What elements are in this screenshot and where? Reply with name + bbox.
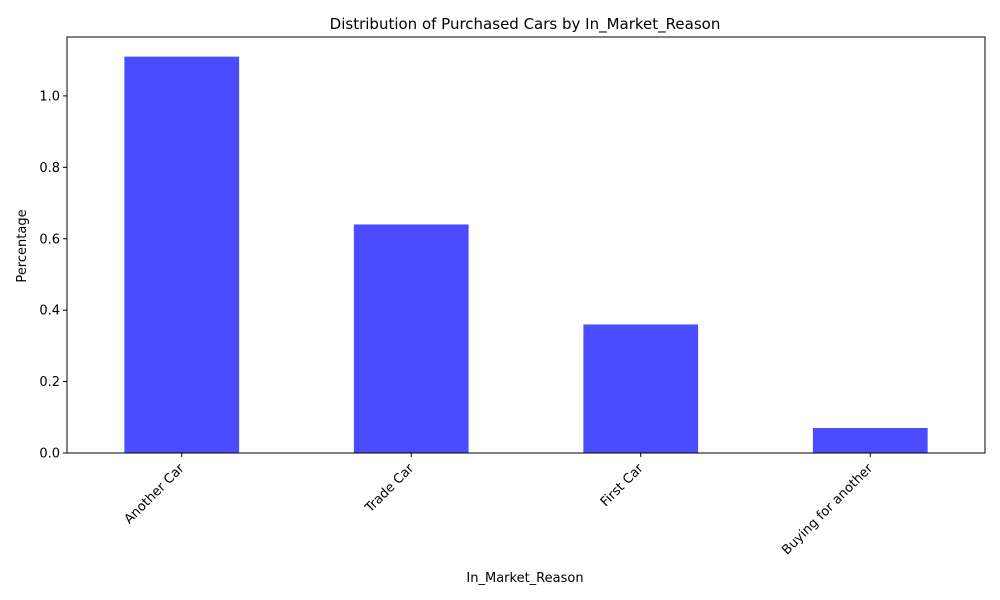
- y-tick-label: 0.0: [39, 447, 60, 462]
- x-tick-label: First Car: [598, 461, 647, 510]
- y-tick-label: 0.2: [39, 375, 60, 390]
- x-tick-label: Buying for another: [779, 461, 876, 558]
- plot-frame: [66, 36, 986, 454]
- y-tick-label: 0.4: [39, 304, 60, 319]
- plot-area: Another Car Trade Car First Car Buying for …: [39, 36, 986, 558]
- x-tick-label: Another Car: [122, 461, 188, 527]
- chart-title: Distribution of Purchased Cars by In_Mar…: [330, 15, 721, 34]
- y-tick-label: 1.0: [39, 89, 60, 104]
- x-axis-label: In_Market_Reason: [466, 571, 583, 586]
- x-tick-label: Trade Car: [362, 461, 418, 517]
- bar-another-car: [124, 56, 240, 453]
- bar-buying-for-another: [812, 428, 928, 453]
- y-tick-label: 0.6: [39, 232, 60, 247]
- bar-first-car: [583, 324, 699, 453]
- bar-trade-car: [353, 224, 469, 453]
- y-axis-label: Percentage: [15, 209, 30, 282]
- y-tick-label: 0.8: [39, 161, 60, 176]
